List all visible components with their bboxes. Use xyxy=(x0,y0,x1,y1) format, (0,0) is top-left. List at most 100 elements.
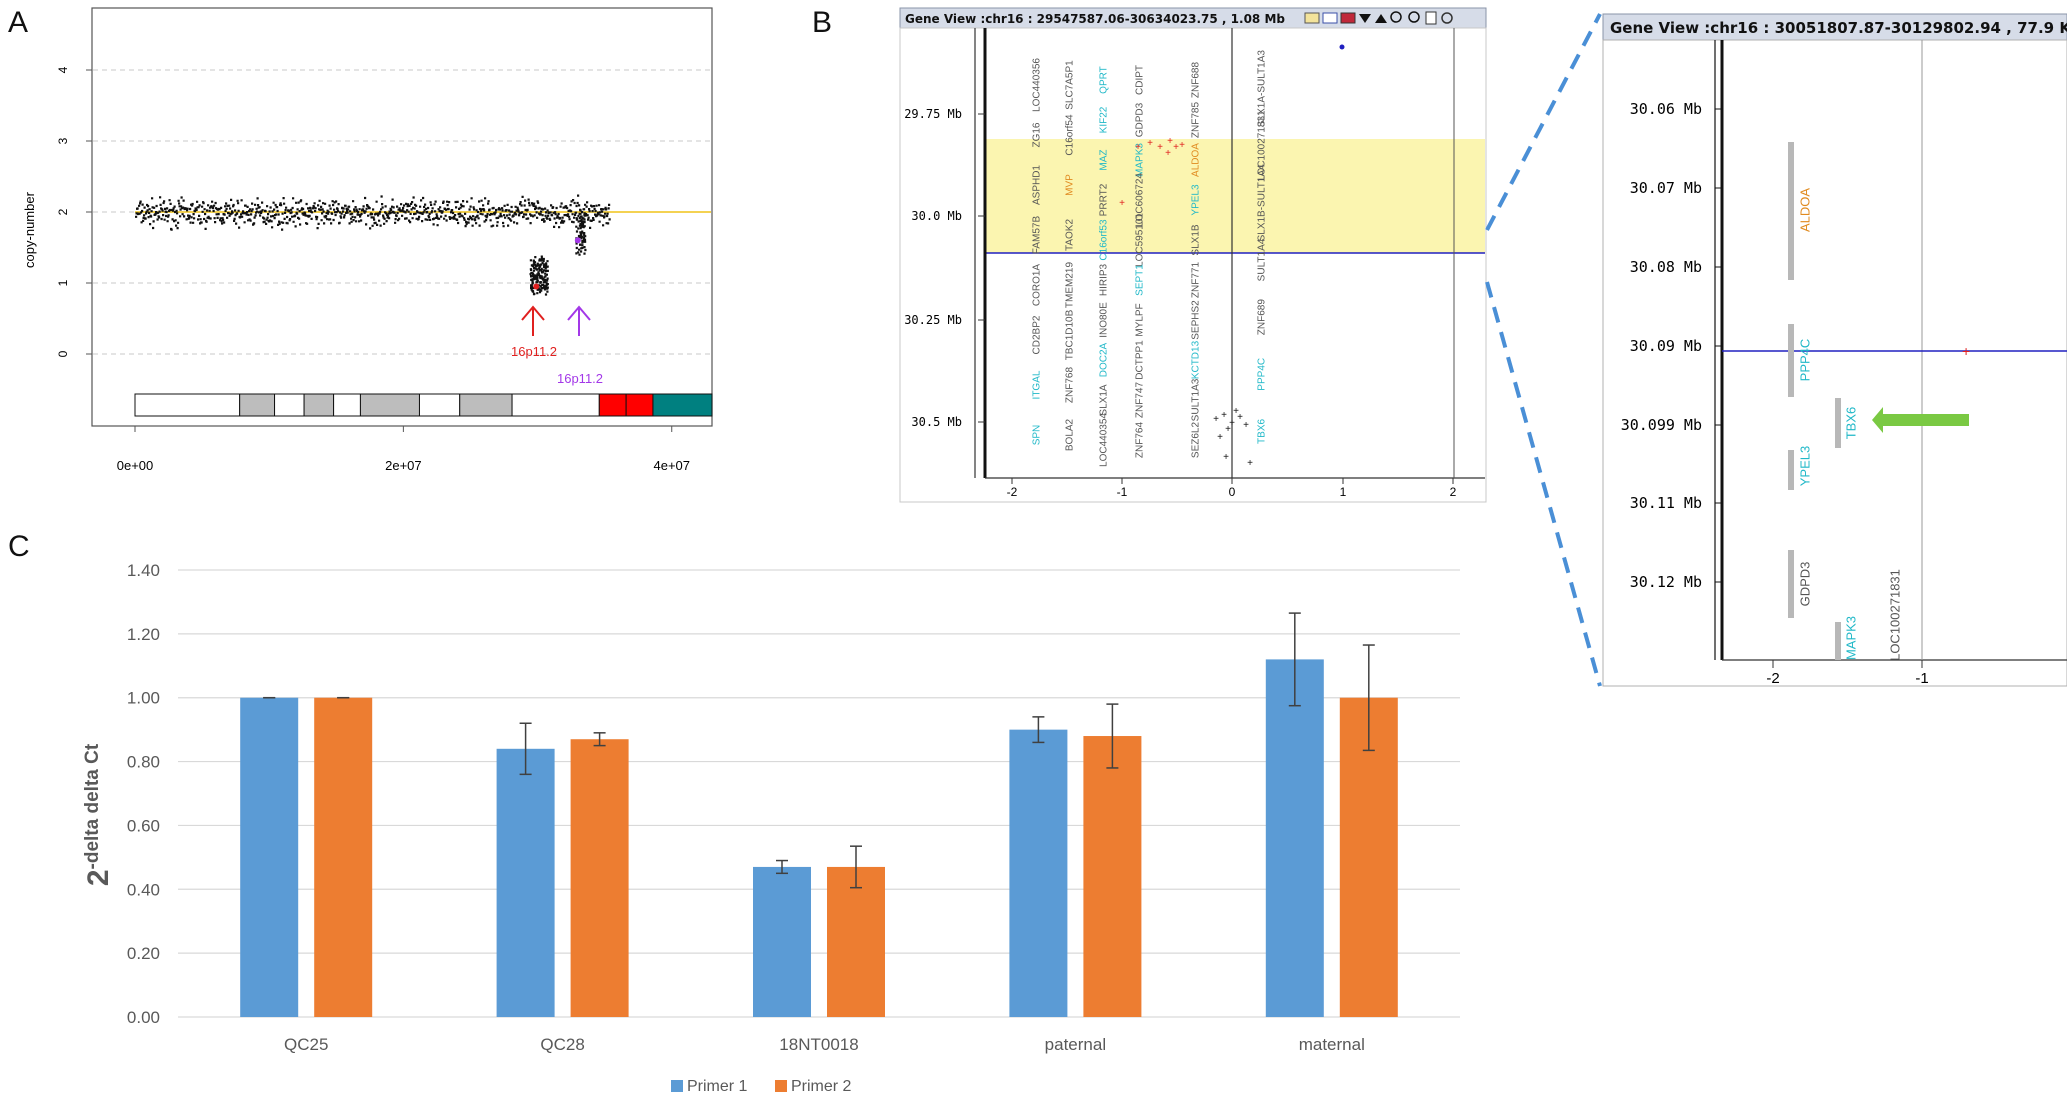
zoom-connector-top xyxy=(1485,13,1602,231)
ideogram-band xyxy=(511,393,600,417)
zoom-y-tick-label: 30.12 Mb xyxy=(1630,573,1702,591)
panel-b-gene-label: SLX1A xyxy=(1099,384,1110,415)
legend-label-primer-1: Primer 1 xyxy=(687,1078,748,1095)
panel-b-gene-label: KCTD13 xyxy=(1191,340,1202,379)
zoom-gene-label: YPEL3 xyxy=(1797,446,1812,486)
panel-a-x-tick-label: 0e+00 xyxy=(117,458,154,473)
bar-chart-legend: Primer 1 Primer 2 xyxy=(671,1078,852,1095)
panel-b-x-ticks: -2 -1 0 1 2 xyxy=(1007,478,1457,499)
zoom-gene-view: Gene View :chr16 : 30051807.87-30129802.… xyxy=(1602,13,2067,687)
toolbar-up-icon[interactable] xyxy=(1375,14,1387,23)
panel-a-x-ticks: 0e+00 2e+07 4e+07 xyxy=(117,426,690,473)
toolbar-color-icon[interactable] xyxy=(1340,12,1356,24)
bar-primer-2-qc28 xyxy=(570,739,629,1017)
panel-b-blue-point xyxy=(1339,44,1345,50)
ideogram-band xyxy=(239,393,276,417)
ideogram-band xyxy=(652,393,713,417)
panel-b-gene-label: SLX1B-SULT1A4 xyxy=(1257,164,1268,242)
panel-b-y-ticks: 29.75 Mb 30.0 Mb 30.25 Mb 30.5 Mb xyxy=(904,107,985,429)
panel-b-red-point: + xyxy=(1167,136,1173,147)
bar-chart-ylabel: 2-delta delta Ct xyxy=(82,743,115,886)
panel-b-gene-label: MAPK3 xyxy=(1135,143,1146,177)
panel-a-ylabel: copy-number xyxy=(22,191,37,268)
zoom-gene-label: PPP4C xyxy=(1797,339,1812,382)
purple-deletion-point xyxy=(574,237,581,244)
zoom-x-tick-label: -1 xyxy=(1915,670,1928,687)
ideogram-band xyxy=(459,393,513,417)
panel-b-gene-label: MYLPF xyxy=(1135,303,1146,336)
zoom-gene-label: GDPD3 xyxy=(1797,562,1812,607)
ylabel-base: 2 xyxy=(82,869,115,886)
panel-a-x-tick-label: 4e+07 xyxy=(653,458,690,473)
panel-b-gene-label: SULT1A4 xyxy=(1257,238,1268,281)
panel-b-gene-label: ZNF764 xyxy=(1135,422,1146,459)
zoom-y-tick-label: 30.07 Mb xyxy=(1630,179,1702,197)
panel-a-y-tick-label: 2 xyxy=(56,208,70,215)
ideogram-band xyxy=(598,393,627,417)
panel-b-red-point: + xyxy=(1165,148,1171,159)
panel-b-gene-label: ZNF688 xyxy=(1191,62,1202,99)
toolbar-zoom-in-icon[interactable] xyxy=(1390,11,1402,23)
panel-b-gene-label: LOC100271831 xyxy=(1257,110,1268,181)
bar-chart-y-tick-label: 1.40 xyxy=(127,561,160,580)
bar-chart-y-tick-label: 0.40 xyxy=(127,880,160,899)
zoom-gene-label: ALDOA xyxy=(1797,188,1812,232)
toolbar-zoom-out-icon[interactable] xyxy=(1408,11,1420,23)
panel-b-gene-label: SLX1B xyxy=(1191,224,1202,255)
legend-swatch-primer-1 xyxy=(671,1080,683,1092)
zoom-plot-area xyxy=(1602,39,2067,687)
zoom-gene-tracks: ALDOA PPP4C TBX6 YPEL3 GDPD3 MAPK3 LOC10027183… xyxy=(1788,142,1902,661)
panel-b-gene-label: SLX1A-SULT1A3 xyxy=(1257,50,1268,128)
bar-primer-2-18nt0018 xyxy=(827,866,885,1017)
bar-chart-y-tick-label: 0.80 xyxy=(127,753,160,772)
panel-b-gene-label: FAM57B xyxy=(1032,216,1043,255)
ideogram-band xyxy=(359,393,420,417)
panel-b-red-point: + xyxy=(1119,198,1125,209)
toolbar-eye-icon[interactable] xyxy=(1441,12,1453,24)
bar-chart-category-label: maternal xyxy=(1299,1035,1365,1054)
zoom-y-tick-label: 30.11 Mb xyxy=(1630,494,1702,512)
panel-b-gene-label: HIRIP3 xyxy=(1099,263,1110,296)
panel-b-black-point: + xyxy=(1229,418,1235,429)
toolbar-page-icon[interactable] xyxy=(1425,11,1437,25)
svg-text:2-delta delta Ct: 2-delta delta Ct xyxy=(82,743,115,886)
bar-chart-categories: QC25 QC28 18NT0018 paternal maternal xyxy=(284,1035,1365,1054)
panel-b-gene-label: SEZ6L2 xyxy=(1191,421,1202,458)
panel-b-toolbar-icons xyxy=(1304,11,1453,25)
panel-b-black-point: + xyxy=(1213,414,1219,425)
panel-a-copy-number-points xyxy=(135,194,611,296)
bar-primer-1-qc28 xyxy=(496,748,555,1017)
bar-primer-1-maternal xyxy=(1265,659,1324,1017)
panel-a-y-tick-label: 3 xyxy=(56,137,70,144)
ideogram-band xyxy=(333,393,361,417)
panel-b-gene-label: KIF22 xyxy=(1099,106,1110,133)
toolbar-down-icon[interactable] xyxy=(1359,14,1371,23)
zoom-y-tick-label: 30.08 Mb xyxy=(1630,258,1702,276)
panel-b-gene-label: SEPHS2 xyxy=(1191,300,1202,340)
panel-b-gene-label: INO80E xyxy=(1099,302,1110,338)
panel-b-y-tick-label: 30.0 Mb xyxy=(911,209,962,223)
panel-b-gene-label: BOLA2 xyxy=(1065,418,1076,451)
panel-b-x-tick-label: 2 xyxy=(1450,485,1457,499)
toolbar-layout-icon[interactable] xyxy=(1322,12,1338,24)
panel-b-red-point: + xyxy=(1135,142,1141,153)
ideogram-band xyxy=(625,393,654,417)
zoom-connector-bottom xyxy=(1485,281,1602,687)
panel-b-y-tick-label: 30.25 Mb xyxy=(904,313,962,327)
purple-deletion-arrow-icon xyxy=(567,305,591,336)
panel-b-black-point: + xyxy=(1223,452,1229,463)
bar-primer-2-paternal xyxy=(1083,736,1142,1017)
bar-chart-y-tick-label: 0.20 xyxy=(127,944,160,963)
panel-b-gene-label: SLC7A5P1 xyxy=(1065,60,1076,110)
zoom-titlebar xyxy=(1602,13,2067,41)
toolbar-grid-icon[interactable] xyxy=(1304,12,1320,24)
panel-b-red-point: + xyxy=(1173,142,1179,153)
zoom-x-ticks: -2 -1 xyxy=(1766,660,1929,687)
panel-b-gene-label: ITGAL xyxy=(1032,370,1043,399)
zoom-x-tick-label: -2 xyxy=(1766,670,1779,687)
bar-chart-category-label: 18NT0018 xyxy=(779,1035,858,1054)
red-deletion-label: 16p11.2 xyxy=(511,344,557,359)
panel-b-gene-label: LOC595101 xyxy=(1135,213,1146,267)
zoom-title: Gene View :chr16 : 30051807.87-30129802.… xyxy=(1610,19,2067,37)
